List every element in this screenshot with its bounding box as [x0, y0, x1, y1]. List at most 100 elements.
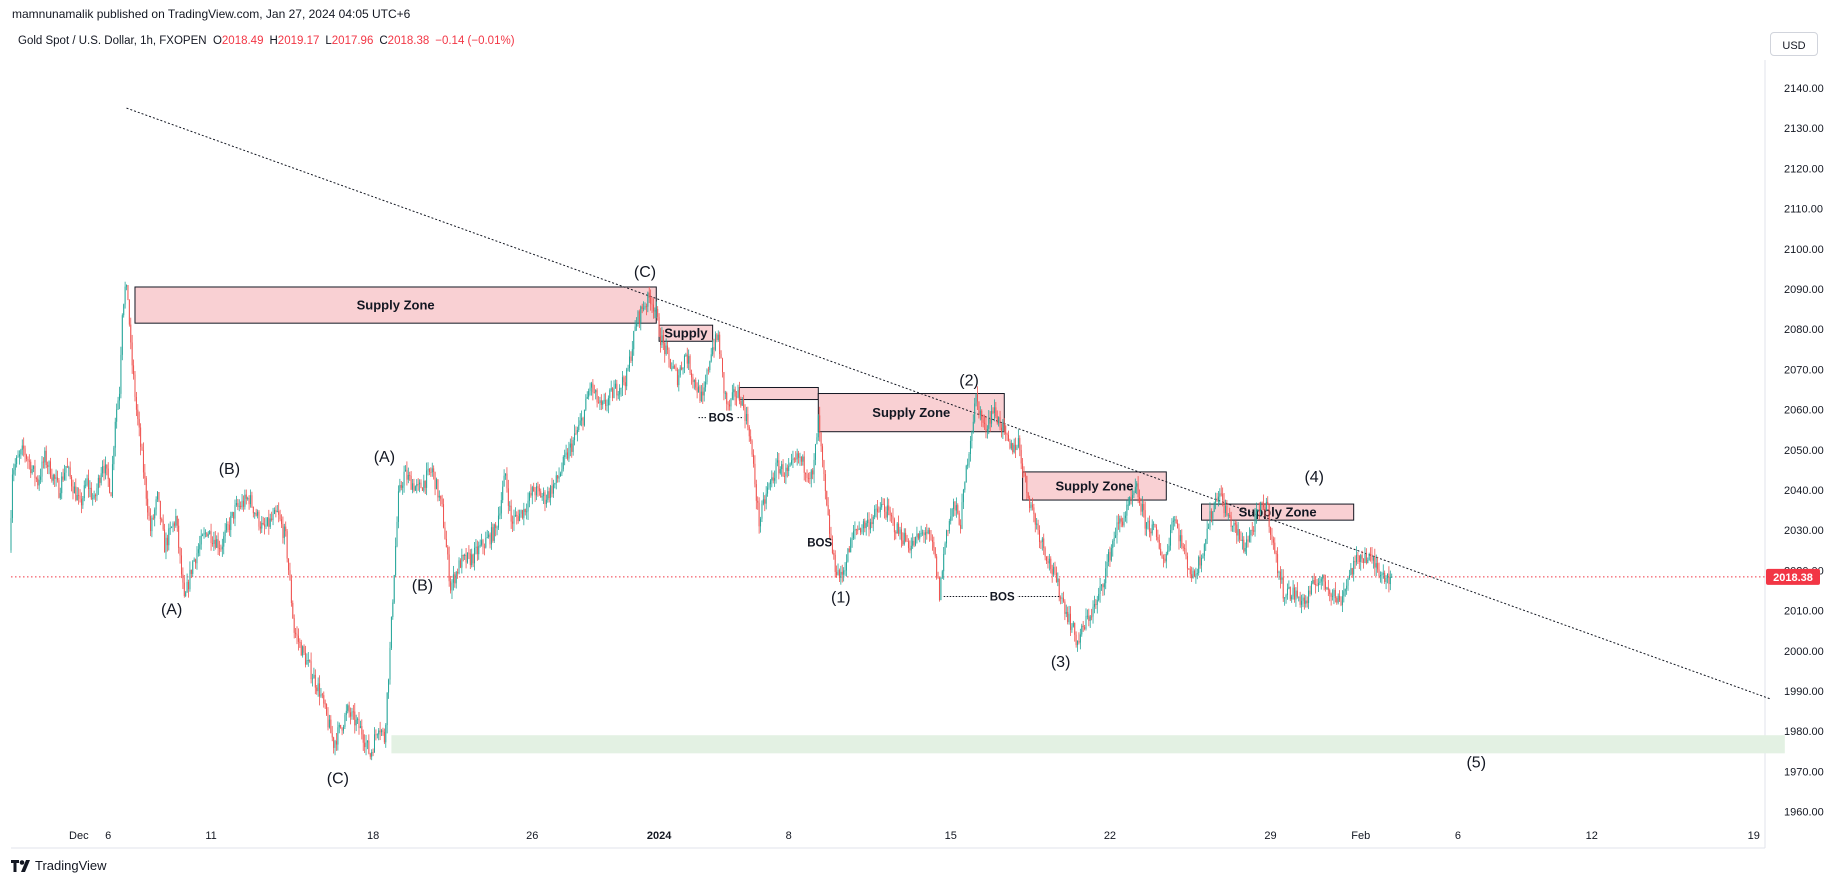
candle-body [211, 543, 213, 544]
candle-body [338, 724, 340, 728]
candle-body [1327, 587, 1329, 591]
candle-body [214, 539, 216, 548]
candle-body [476, 546, 478, 555]
candle-body [1098, 593, 1100, 600]
candle-body [524, 509, 526, 512]
candle-body [1199, 556, 1201, 566]
candle-body [368, 740, 370, 754]
candle-body [376, 734, 378, 736]
candle-body [624, 382, 626, 387]
candle-body [869, 522, 871, 530]
candle-body [103, 466, 105, 474]
candle-body [320, 694, 322, 697]
candle-body [986, 428, 988, 432]
candle-body [633, 331, 635, 350]
tradingview-brand[interactable]: TradingView [11, 858, 107, 873]
candle-body [328, 719, 330, 728]
candle-body [1301, 600, 1303, 605]
wave-label: (B) [219, 461, 240, 478]
candle-body [134, 374, 136, 397]
candle-body [564, 455, 566, 457]
candle-body [261, 522, 263, 529]
candle-body [1050, 558, 1052, 569]
candle-body [805, 472, 807, 475]
wave-label: (2) [959, 372, 979, 389]
candle-body [433, 468, 435, 473]
candle-body [275, 510, 277, 512]
candle-body [1129, 497, 1131, 505]
candle-body [366, 740, 368, 743]
candle-body [1272, 539, 1274, 543]
candle-body [979, 410, 981, 415]
candle-body [319, 683, 321, 697]
candle-body [510, 505, 512, 522]
candle-body [182, 574, 184, 583]
candle-body [479, 544, 481, 547]
x-tick-label: Dec [69, 830, 89, 842]
candle-body [799, 456, 801, 458]
wave-label: (A) [161, 602, 182, 619]
candle-body [424, 480, 426, 488]
candle-body [288, 558, 290, 571]
candle-body [548, 491, 550, 499]
candle-body [962, 489, 964, 503]
x-tick-label: 22 [1104, 830, 1116, 842]
candle-body [517, 516, 519, 521]
candle-body [99, 477, 101, 483]
candle-body [503, 475, 505, 487]
candle-body [964, 482, 966, 490]
candle-body [286, 531, 288, 559]
candle-body [572, 440, 574, 452]
candle-body [744, 407, 746, 422]
demand-zone [391, 735, 1785, 754]
candle-body [1337, 595, 1339, 603]
candle-body [1334, 590, 1336, 599]
currency-button[interactable]: USD [1770, 32, 1818, 56]
candle-body [541, 496, 543, 498]
candle-body [404, 469, 406, 472]
candle-body [448, 554, 450, 582]
candle-body [1234, 523, 1236, 525]
candle-body [148, 512, 150, 516]
candle-body [347, 705, 349, 711]
candle-body [1288, 586, 1290, 589]
x-tick-label: 26 [526, 830, 538, 842]
candle-body [500, 500, 502, 514]
candle-body [250, 495, 252, 505]
y-tick-label: 2110.00 [1784, 204, 1823, 216]
candle-body [543, 492, 545, 497]
candle-body [999, 417, 1001, 428]
candle-body [471, 554, 473, 566]
candle-body [1215, 498, 1217, 503]
candle-body [693, 379, 695, 383]
y-tick-label: 2030.00 [1784, 525, 1824, 537]
candle-body [307, 660, 309, 661]
candle-body [52, 475, 54, 481]
candle-body [1139, 497, 1141, 503]
candle-body [1034, 514, 1036, 525]
candle-body [655, 308, 657, 311]
candle-body [991, 410, 993, 424]
candle-body [416, 484, 418, 487]
candle-body [341, 727, 343, 731]
candle-body [631, 349, 633, 361]
candle-body [59, 493, 61, 498]
candle-body [1385, 578, 1387, 582]
candle-body [771, 477, 773, 481]
candle-body [626, 369, 628, 387]
candle-body [1088, 615, 1090, 621]
candle-body [637, 311, 639, 324]
candle-body [1322, 574, 1324, 579]
candle-body [303, 646, 305, 653]
candle-body [1346, 585, 1348, 589]
candle-body [509, 505, 511, 507]
candle-body [13, 470, 15, 475]
candle-body [337, 727, 339, 745]
candle-body [96, 488, 98, 497]
candle-body [820, 432, 822, 447]
candle-body [786, 467, 788, 471]
candle-body [159, 500, 161, 519]
candle-body [1041, 538, 1043, 542]
candle-body [840, 571, 842, 578]
